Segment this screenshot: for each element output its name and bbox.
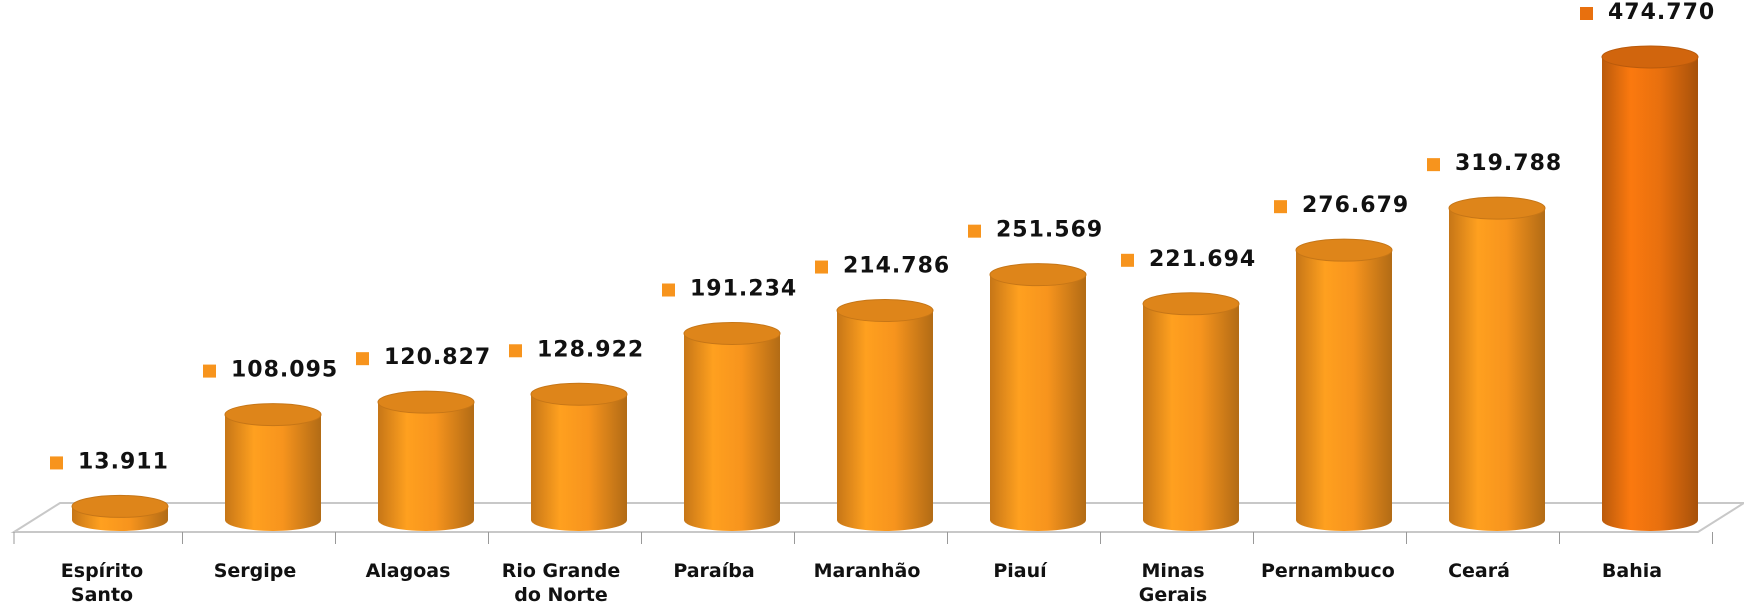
- x-tick-label: Bahia: [1601, 560, 1663, 582]
- x-tick-label: Maranhão: [813, 560, 921, 582]
- data-label: 276.679: [1302, 193, 1409, 218]
- bar-top: [683, 322, 781, 346]
- data-label: 13.911: [78, 449, 169, 474]
- bar: [1602, 57, 1698, 531]
- bar: [837, 310, 933, 531]
- bar: [1143, 303, 1239, 531]
- bar: [684, 333, 780, 531]
- bar-top: [989, 263, 1087, 287]
- label-marker: [50, 456, 63, 470]
- x-tick-label: Espírito Santo: [60, 560, 144, 606]
- label-marker: [968, 224, 981, 238]
- bar-top: [71, 494, 169, 518]
- label-marker: [203, 364, 216, 378]
- data-label: 474.770: [1608, 0, 1715, 25]
- bar-top: [224, 403, 322, 427]
- x-tick-label: Piauí: [993, 560, 1047, 582]
- label-marker: [1274, 200, 1287, 214]
- data-label: 251.569: [996, 218, 1103, 243]
- bar-top: [377, 390, 475, 414]
- bar-top: [1142, 292, 1240, 316]
- label-marker: [815, 260, 828, 274]
- bar: [1449, 208, 1545, 532]
- x-tick-label: Paraíba: [673, 560, 755, 582]
- data-label: 120.827: [384, 345, 491, 370]
- bar-top: [1448, 196, 1546, 220]
- label-marker: [662, 283, 675, 297]
- bar: [1296, 250, 1392, 532]
- label-marker: [356, 352, 369, 366]
- x-tick-label: Minas Gerais: [1138, 560, 1208, 606]
- label-marker: [1580, 7, 1593, 20]
- data-label: 319.788: [1455, 151, 1562, 176]
- data-label: 221.694: [1149, 247, 1256, 272]
- data-label: 214.786: [843, 254, 950, 279]
- bar-top: [836, 299, 934, 323]
- x-tick-label: Ceará: [1448, 560, 1510, 582]
- bar: [531, 394, 627, 531]
- data-label: 108.095: [231, 358, 338, 383]
- label-marker: [1121, 253, 1134, 267]
- x-tick-label: Sergipe: [213, 560, 297, 582]
- data-label: 191.234: [690, 277, 797, 302]
- label-marker: [509, 344, 522, 358]
- bar-top: [530, 382, 628, 406]
- label-marker: [1427, 158, 1440, 172]
- bar: [225, 414, 321, 531]
- bar: [378, 402, 474, 531]
- bar-top: [1295, 238, 1393, 262]
- x-tick-label: Rio Grande do Norte: [501, 560, 621, 606]
- bar: [990, 274, 1086, 531]
- x-tick-label: Alagoas: [365, 560, 451, 582]
- bar-top: [1601, 45, 1699, 69]
- x-tick-label: Pernambuco: [1261, 560, 1395, 582]
- data-label: 128.922: [537, 337, 644, 362]
